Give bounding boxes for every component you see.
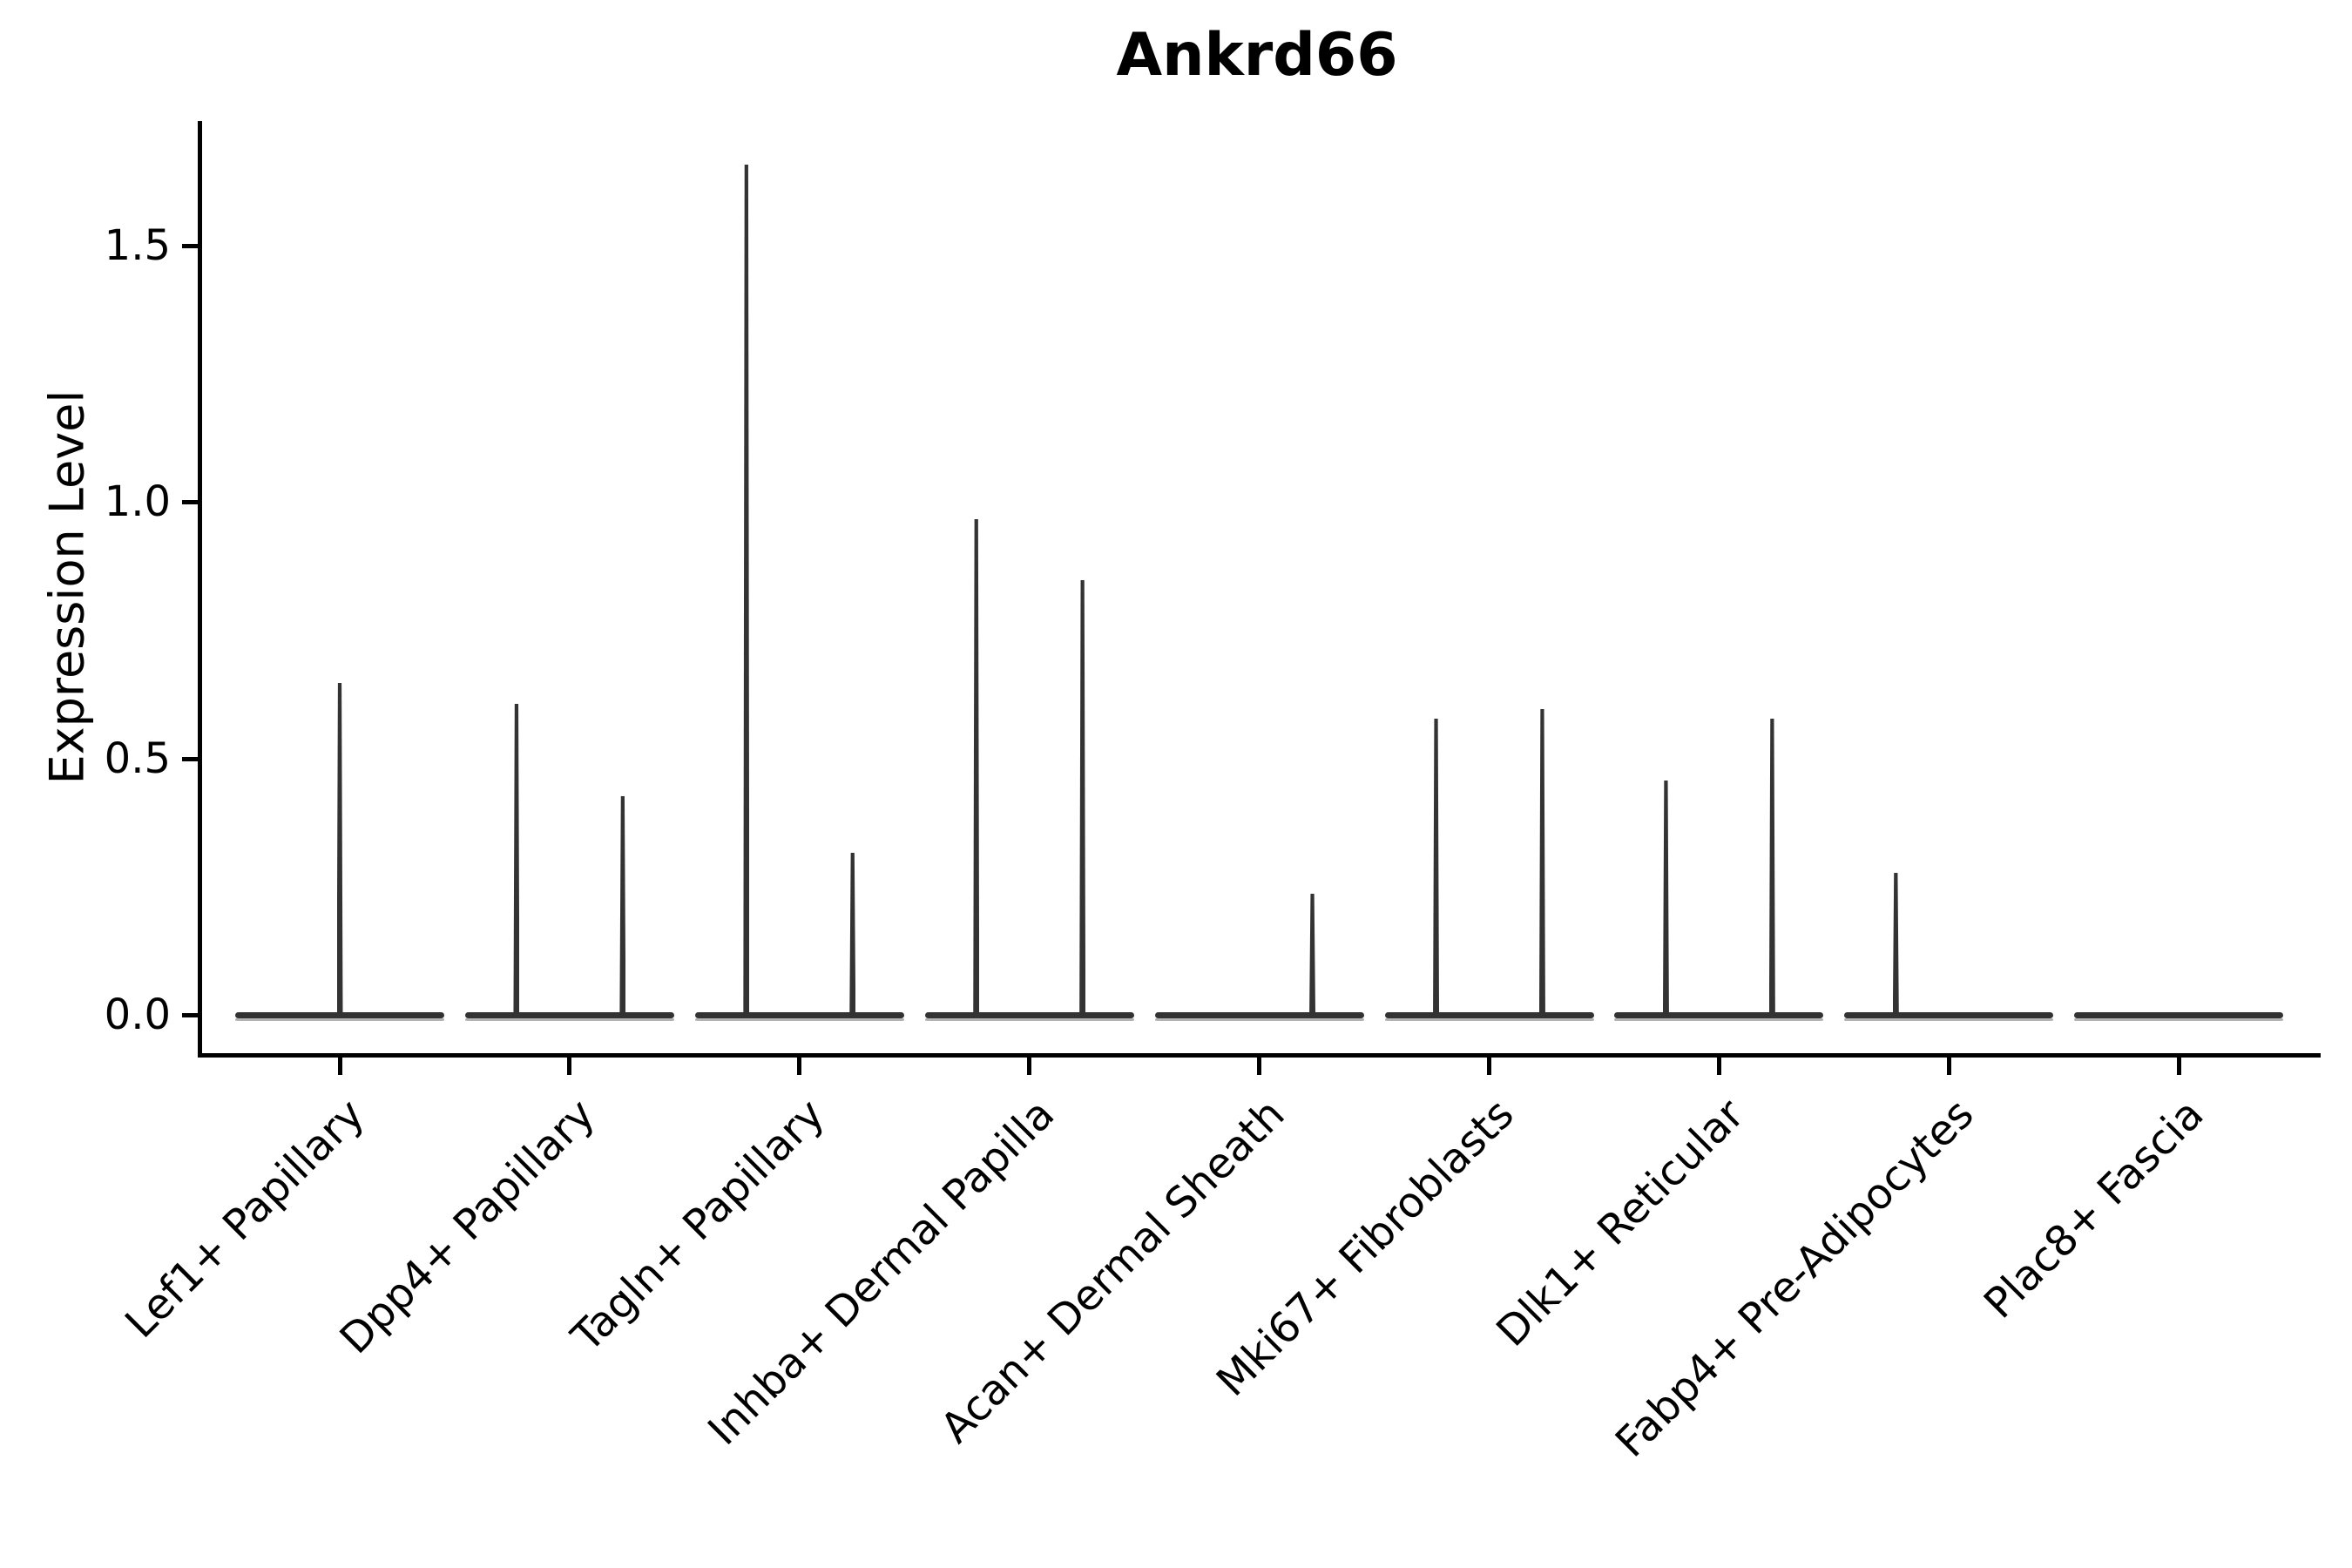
violin-baseline bbox=[1384, 1012, 1594, 1018]
x-tick bbox=[1027, 1058, 1032, 1075]
violin-baseline-shadow bbox=[694, 1018, 904, 1021]
violin-baseline bbox=[2074, 1012, 2284, 1018]
x-tick-label: Dpp4+ Papillary bbox=[330, 1090, 605, 1364]
violin-baseline-shadow bbox=[235, 1018, 444, 1021]
violin-spike bbox=[1538, 709, 1545, 1017]
violin-spike bbox=[1768, 719, 1775, 1017]
plot-area: 0.0 0.5 1.0 1.5 Lef1+ Papillary Dpp4+ Papilla… bbox=[105, 121, 2321, 1467]
x-tick bbox=[797, 1058, 802, 1075]
violin-baseline-shadow bbox=[1154, 1018, 1364, 1021]
violin-spike bbox=[619, 796, 626, 1017]
y-tick bbox=[182, 243, 198, 248]
y-tick-label: 1.5 bbox=[104, 220, 171, 270]
violin-spike bbox=[1079, 580, 1086, 1017]
y-tick bbox=[182, 1013, 198, 1017]
x-tick-label: Dlk1+ Reticular bbox=[1487, 1090, 1754, 1356]
violin-baseline bbox=[464, 1012, 674, 1018]
violin-spike bbox=[973, 519, 980, 1017]
violin-baseline-shadow bbox=[464, 1018, 674, 1021]
violin-baseline-shadow bbox=[924, 1018, 1134, 1021]
violin-spike bbox=[336, 683, 343, 1017]
violin-spike bbox=[1309, 894, 1316, 1017]
y-tick bbox=[182, 500, 198, 504]
violin-baseline-shadow bbox=[1384, 1018, 1594, 1021]
violin-spike bbox=[1662, 781, 1669, 1017]
violin-baseline-shadow bbox=[1844, 1018, 2054, 1021]
chart-title: Ankrd66 bbox=[1116, 21, 1398, 90]
violin-baseline bbox=[1844, 1012, 2054, 1018]
violin-baseline-shadow bbox=[1614, 1018, 1824, 1021]
violin-baseline-shadow bbox=[2074, 1018, 2284, 1021]
violin-baseline bbox=[694, 1012, 904, 1018]
violin-spike bbox=[513, 704, 520, 1017]
y-tick-label: 0.0 bbox=[104, 990, 171, 1039]
y-tick bbox=[182, 756, 198, 761]
violin-baseline bbox=[1154, 1012, 1364, 1018]
y-axis-label: Expression Level bbox=[39, 389, 95, 785]
y-tick-label: 0.5 bbox=[104, 733, 171, 783]
violin-spike bbox=[1433, 719, 1440, 1017]
x-tick bbox=[567, 1058, 572, 1075]
x-tick-label: Plac8+ Fascia bbox=[1975, 1090, 2213, 1328]
violin-baseline bbox=[1614, 1012, 1824, 1018]
x-tick-label: Lef1+ Papillary bbox=[116, 1090, 375, 1348]
violin-spike bbox=[1892, 873, 1899, 1017]
y-tick-label: 1.0 bbox=[104, 477, 171, 526]
violin-baseline bbox=[924, 1012, 1134, 1018]
x-tick bbox=[1487, 1058, 1491, 1075]
violin-spike bbox=[849, 853, 856, 1017]
x-tick bbox=[1716, 1058, 1721, 1075]
x-tick bbox=[2176, 1058, 2181, 1075]
x-tick bbox=[337, 1058, 342, 1075]
violin-spike bbox=[743, 165, 750, 1017]
x-tick bbox=[1257, 1058, 1262, 1075]
x-tick bbox=[1946, 1058, 1951, 1075]
x-tick-label: Tagln+ Papillary bbox=[562, 1090, 835, 1362]
